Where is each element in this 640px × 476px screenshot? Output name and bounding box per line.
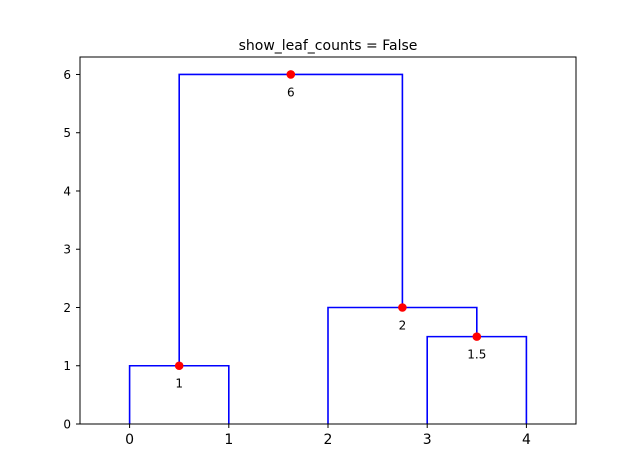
merge-node-2 <box>398 303 407 312</box>
merge-node-1 <box>472 332 482 341</box>
x-tick-label-1: 1 <box>224 432 233 448</box>
y-tick-label-5: 5 <box>63 126 71 140</box>
nodes-layer: 1 1.5 2 6 <box>174 70 486 391</box>
x-tick-label-4: 4 <box>522 432 531 448</box>
x-tick-label-0: 0 <box>125 432 134 448</box>
y-tick-label-2: 2 <box>63 301 71 315</box>
merge-node-3 <box>286 70 296 79</box>
y-tick-label-6: 6 <box>63 68 71 82</box>
chart-title: show_leaf_counts = False <box>239 38 418 54</box>
y-tick-label-4: 4 <box>63 184 71 198</box>
plot-frame <box>79 56 577 425</box>
merge-node-label-3: 6 <box>287 85 295 99</box>
merge-node-label-0: 1 <box>175 377 183 391</box>
y-tick-label-1: 1 <box>63 359 71 373</box>
y-tick-label-3: 3 <box>63 243 71 257</box>
x-tick-label-3: 3 <box>423 432 432 448</box>
ticks-layer: 0 1 2 3 4 5 6 0 1 2 3 4 <box>63 68 531 448</box>
merge-node-label-2: 2 <box>399 318 407 332</box>
y-tick-label-0: 0 <box>63 418 71 432</box>
x-tick-label-2: 2 <box>324 432 333 448</box>
merge-node-label-1: 1.5 <box>467 348 486 362</box>
merge-node-0 <box>174 361 184 371</box>
